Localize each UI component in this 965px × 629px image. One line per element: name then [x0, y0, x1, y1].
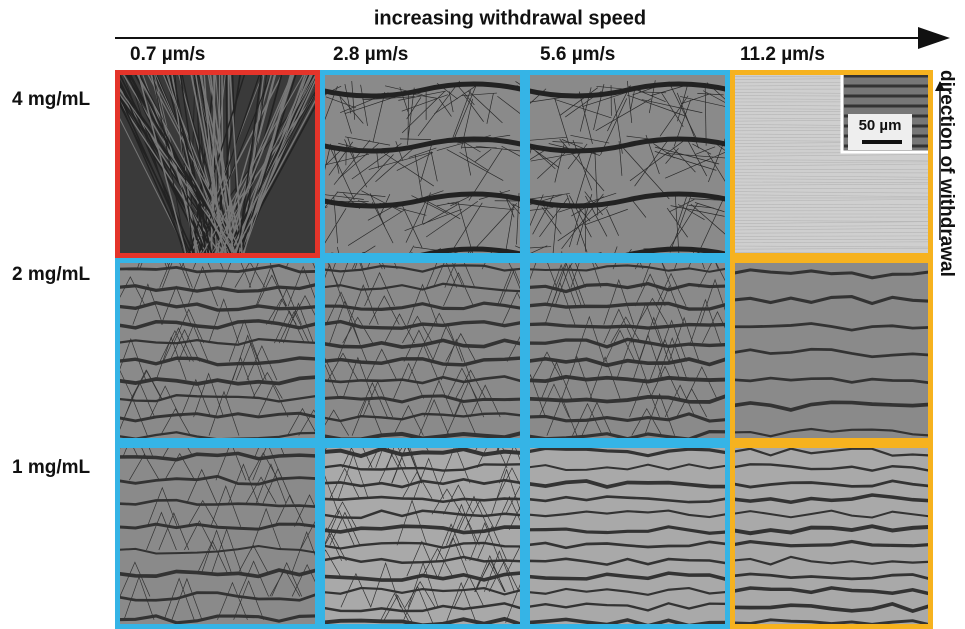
micrograph	[108, 420, 330, 629]
micrograph	[525, 443, 730, 629]
row-label: 2 mg/mL	[12, 264, 91, 285]
arrow-head	[918, 27, 950, 49]
column-label: 0.7 µm/s	[130, 44, 205, 65]
row-label: 1 mg/mL	[12, 457, 91, 478]
column-label: 2.8 µm/s	[333, 44, 408, 65]
direction-label: direction of withdrawal	[936, 70, 957, 277]
micrograph	[730, 258, 933, 443]
column-label: 11.2 µm/s	[740, 44, 825, 65]
micrograph	[730, 69, 933, 258]
scale-bar-label: 50 µm	[859, 117, 902, 134]
title: increasing withdrawal speed	[374, 7, 646, 29]
micrograph	[95, 70, 334, 258]
figure: increasing withdrawal speed direction of…	[0, 0, 965, 629]
panels	[95, 69, 933, 629]
column-label: 5.6 µm/s	[540, 44, 615, 65]
row-label: 4 mg/mL	[12, 89, 91, 110]
micrograph	[730, 443, 933, 629]
